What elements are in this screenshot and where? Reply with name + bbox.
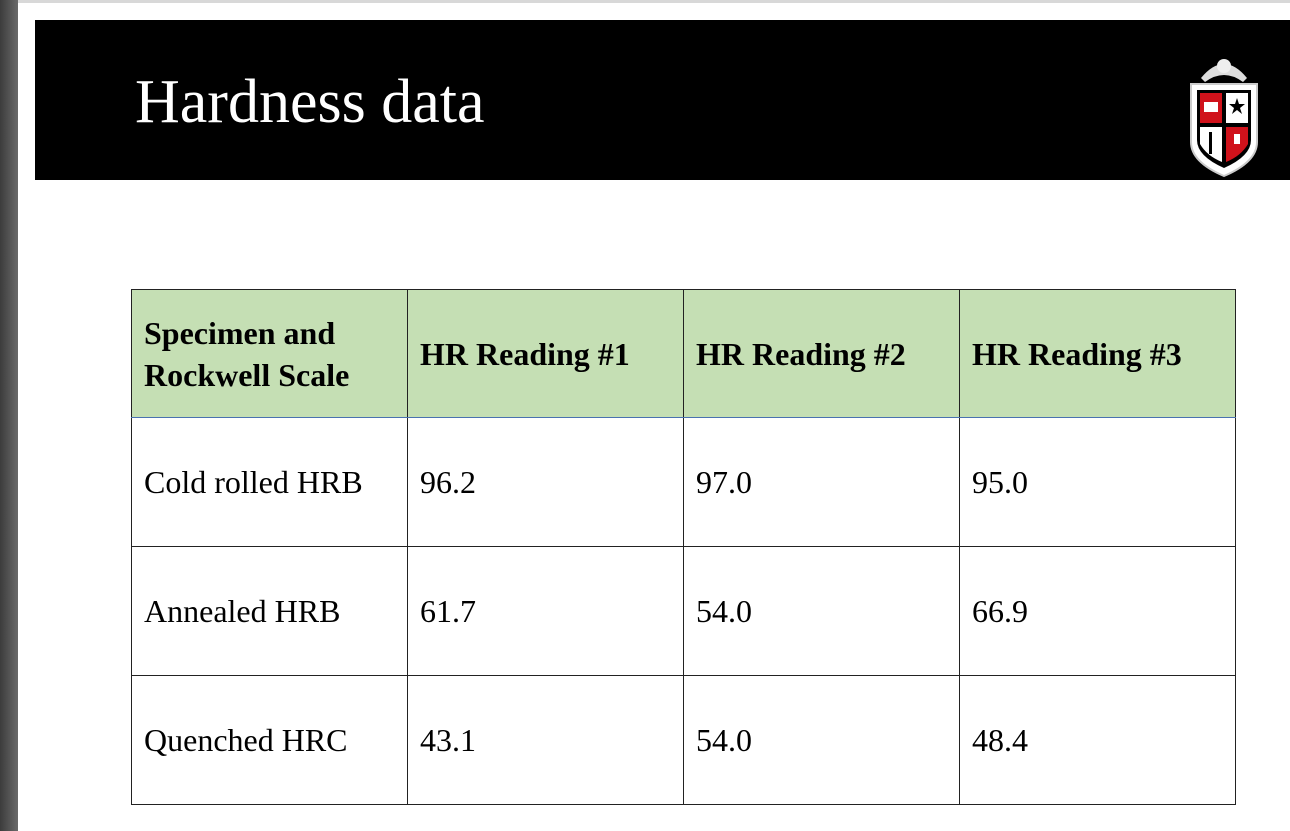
hardness-table: Specimen and Rockwell Scale HR Reading #1… [131, 289, 1236, 805]
cell: 54.0 [683, 675, 960, 805]
window-edge [0, 0, 18, 831]
row-label: Quenched HRC [131, 675, 408, 805]
column-header: HR Reading #1 [407, 289, 684, 418]
cell: 54.0 [683, 546, 960, 676]
logo [1190, 59, 1258, 178]
cell: 95.0 [959, 417, 1236, 547]
cell: 66.9 [959, 546, 1236, 676]
column-header: HR Reading #3 [959, 289, 1236, 418]
top-edge [18, 0, 1290, 3]
table-row: Annealed HRB 61.7 54.0 66.9 [131, 546, 1236, 676]
row-label: Annealed HRB [131, 546, 408, 676]
cell: 96.2 [407, 417, 684, 547]
cell: 97.0 [683, 417, 960, 547]
table-row: Cold rolled HRB 96.2 97.0 95.0 [131, 417, 1236, 547]
table-row: Quenched HRC 43.1 54.0 48.4 [131, 675, 1236, 805]
cell: 43.1 [407, 675, 684, 805]
cell: 61.7 [407, 546, 684, 676]
cell: 48.4 [959, 675, 1236, 805]
row-label: Cold rolled HRB [131, 417, 408, 547]
title-band: Hardness data [35, 20, 1290, 180]
column-header: Specimen and Rockwell Scale [131, 289, 408, 418]
slide-title: Hardness data [135, 68, 485, 136]
header-row: Specimen and Rockwell Scale HR Reading #1… [131, 289, 1236, 418]
column-header: HR Reading #2 [683, 289, 960, 418]
